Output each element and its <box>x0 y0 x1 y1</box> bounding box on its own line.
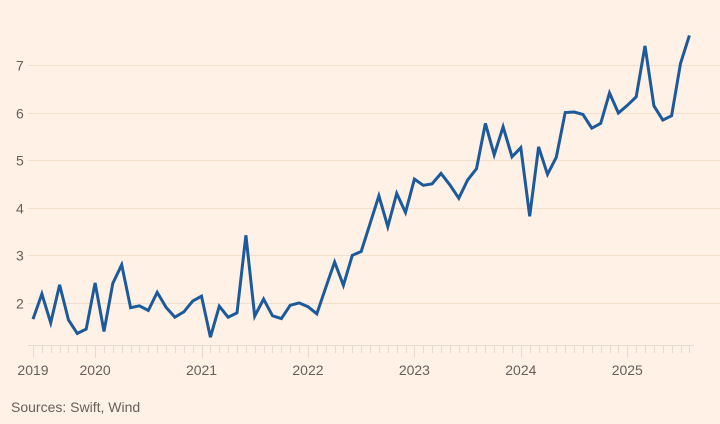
data-point <box>484 122 487 125</box>
data-point <box>94 281 97 284</box>
y-tick-label: 5 <box>16 153 24 169</box>
data-point <box>626 104 629 107</box>
data-point <box>652 104 655 107</box>
y-tick-label: 2 <box>16 296 24 312</box>
data-point <box>147 309 150 312</box>
source-note: Sources: Swift, Wind <box>11 399 141 415</box>
data-point <box>635 95 638 98</box>
data-point <box>679 62 682 65</box>
data-point <box>342 284 345 287</box>
data-point <box>404 211 407 214</box>
data-point <box>537 145 540 148</box>
data-point <box>85 328 88 331</box>
data-point <box>440 172 443 175</box>
data-point <box>395 192 398 195</box>
data-point <box>546 173 549 176</box>
data-point <box>271 314 274 317</box>
data-point <box>670 114 673 117</box>
data-point <box>129 306 132 309</box>
data-point <box>360 250 363 253</box>
data-point <box>573 111 576 114</box>
data-point <box>617 112 620 115</box>
x-tick-label: 2023 <box>399 362 430 378</box>
data-point <box>236 311 239 314</box>
data-point <box>466 179 469 182</box>
y-tick-label: 4 <box>16 201 24 217</box>
data-point <box>289 304 292 307</box>
data-point <box>386 225 389 228</box>
data-point <box>200 295 203 298</box>
x-tick-label: 2022 <box>292 362 323 378</box>
data-point <box>58 283 61 286</box>
x-axis: 2019 2020 2021 2022 2023 2024 2025 <box>17 345 694 378</box>
data-point <box>165 306 168 309</box>
data-point <box>644 44 647 47</box>
data-point <box>298 301 301 304</box>
data-point <box>67 319 70 322</box>
data-point <box>502 125 505 128</box>
data-point <box>493 153 496 156</box>
data-point <box>608 92 611 95</box>
data-point <box>333 261 336 264</box>
data-point <box>351 254 354 257</box>
data-point <box>315 312 318 315</box>
data-point <box>111 282 114 285</box>
data-point <box>244 234 247 237</box>
data-point <box>590 127 593 130</box>
data-point <box>581 113 584 116</box>
data-point <box>32 318 35 321</box>
data-point <box>413 178 416 181</box>
data-point <box>475 167 478 170</box>
gridlines <box>28 65 720 304</box>
data-point <box>182 310 185 313</box>
data-point <box>253 315 256 318</box>
data-point <box>564 111 567 114</box>
data-point <box>661 119 664 122</box>
data-point <box>688 34 691 37</box>
data-point <box>173 316 176 319</box>
data-point <box>156 291 159 294</box>
data-point <box>76 332 79 335</box>
data-point <box>377 194 380 197</box>
data-point <box>262 298 265 301</box>
data-point <box>103 330 106 333</box>
data-point <box>120 263 123 266</box>
x-tick-label: 2024 <box>505 362 536 378</box>
data-point <box>280 317 283 320</box>
x-tick-label: 2020 <box>80 362 111 378</box>
data-point <box>511 155 514 158</box>
data-point <box>218 305 221 308</box>
data-point <box>227 316 230 319</box>
data-point <box>191 300 194 303</box>
data-point <box>40 292 43 295</box>
data-point <box>422 184 425 187</box>
y-tick-label: 3 <box>16 248 24 264</box>
data-point <box>528 215 531 218</box>
data-point <box>324 286 327 289</box>
data-point <box>457 197 460 200</box>
data-point <box>599 122 602 125</box>
y-axis: 2 3 4 5 6 7 <box>16 58 24 312</box>
x-tick-label: 2019 <box>17 362 48 378</box>
series-line-0 <box>31 34 691 338</box>
data-point <box>431 182 434 185</box>
data-point <box>49 321 52 324</box>
data-point <box>369 222 372 225</box>
y-tick-label: 7 <box>16 58 24 74</box>
data-point <box>448 183 451 186</box>
data-point <box>209 336 212 339</box>
x-tick-label: 2025 <box>612 362 643 378</box>
data-point <box>307 305 310 308</box>
series-lines <box>31 34 691 339</box>
x-tick-label: 2021 <box>186 362 217 378</box>
data-point <box>555 156 558 159</box>
data-point <box>138 304 141 307</box>
y-tick-label: 6 <box>16 106 24 122</box>
data-point <box>519 146 522 149</box>
